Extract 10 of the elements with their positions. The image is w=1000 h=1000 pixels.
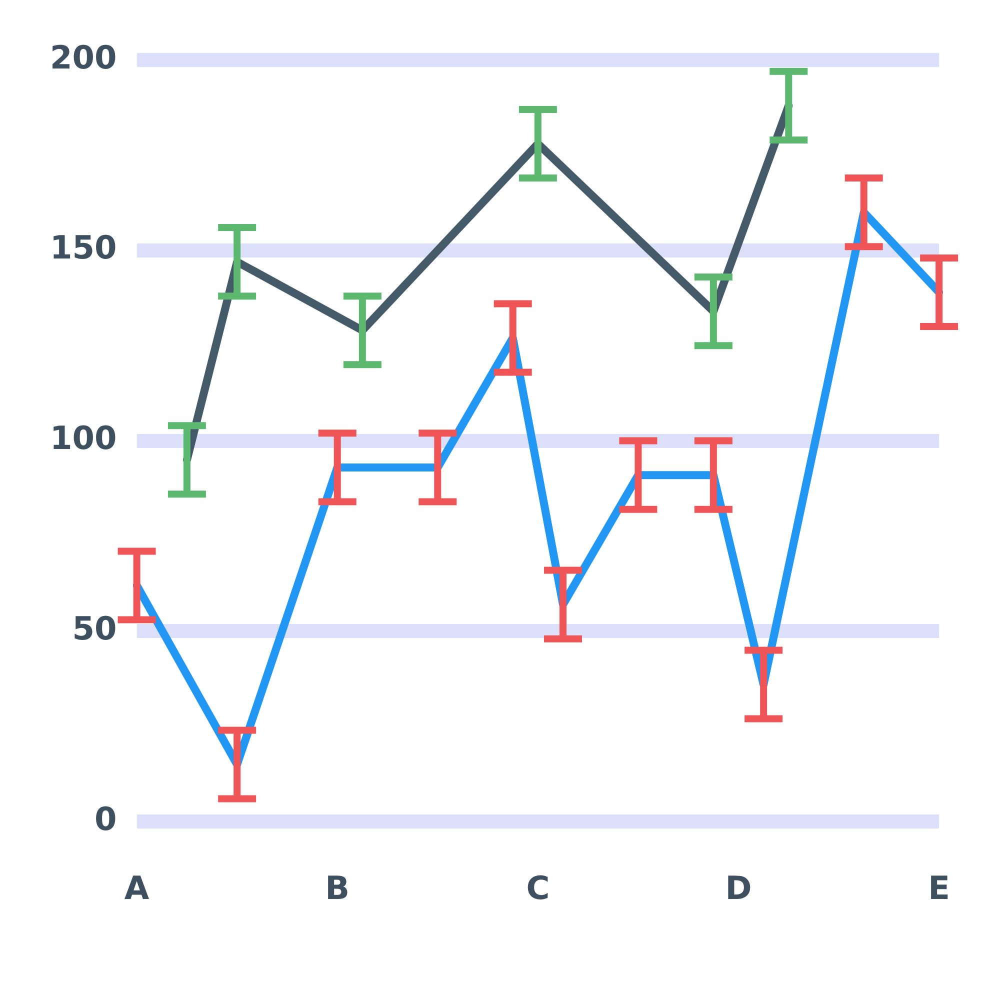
y-tick-label: 50 (72, 610, 117, 648)
x-tick-label: C (526, 869, 550, 908)
x-tick-label: A (124, 869, 150, 908)
y-tick-label: 0 (94, 800, 117, 838)
x-tick-label: E (928, 869, 950, 908)
y-tick-label: 150 (50, 228, 117, 267)
y-tick-label: 200 (50, 38, 117, 76)
y-tick-label: 100 (50, 419, 117, 458)
x-tick-label: B (325, 869, 350, 908)
x-tick-label: D (725, 869, 752, 908)
